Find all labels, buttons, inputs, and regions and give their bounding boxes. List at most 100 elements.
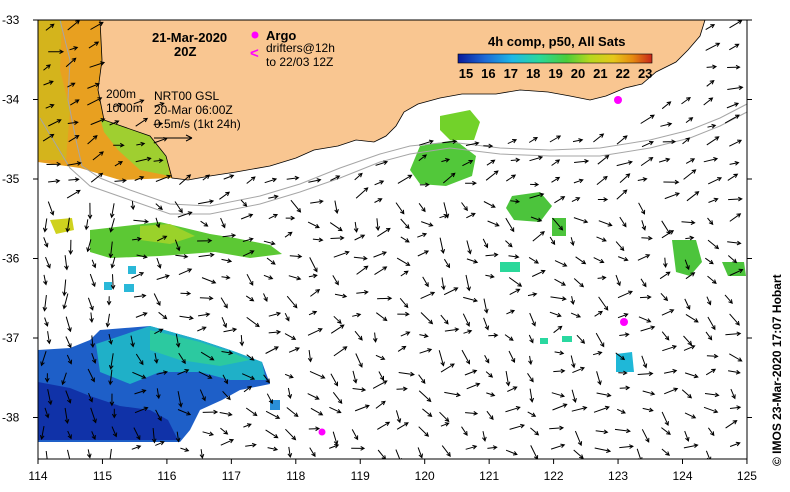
current-vector xyxy=(395,202,405,215)
current-vector xyxy=(507,139,518,145)
x-tick-label: 118 xyxy=(286,469,305,483)
current-vector xyxy=(268,213,279,220)
current-vector xyxy=(661,230,675,239)
current-vector xyxy=(683,345,696,351)
current-vector xyxy=(399,297,409,309)
current-vector xyxy=(618,370,628,376)
current-vector xyxy=(462,160,474,167)
current-vector xyxy=(243,423,252,428)
current-vector xyxy=(661,309,675,316)
argo-float-123 xyxy=(614,96,622,104)
current-vector xyxy=(663,179,680,185)
current-vector xyxy=(465,274,471,292)
current-vector xyxy=(729,43,740,51)
current-vector xyxy=(132,371,147,379)
legend-tick-label: 19 xyxy=(548,66,562,81)
current-vector xyxy=(47,389,53,406)
current-vector xyxy=(463,329,473,334)
current-vector xyxy=(554,350,565,356)
current-vector xyxy=(109,203,115,219)
current-vector xyxy=(378,371,384,381)
current-vector xyxy=(199,389,206,402)
current-vector xyxy=(108,369,113,386)
current-vector xyxy=(330,235,345,241)
current-vector xyxy=(574,158,590,164)
sst-patch-west-coast-yellow xyxy=(38,20,70,160)
current-vector xyxy=(549,425,565,431)
current-vector xyxy=(421,221,434,227)
current-vector xyxy=(640,278,647,288)
current-vector xyxy=(134,406,149,414)
current-vector xyxy=(461,426,468,436)
current-vector xyxy=(617,313,629,319)
current-vector xyxy=(727,64,741,70)
current-vector xyxy=(46,331,52,345)
current-vector xyxy=(614,428,631,434)
current-vector xyxy=(200,351,215,361)
current-vector xyxy=(113,102,123,108)
current-vector xyxy=(87,135,98,145)
current-vector xyxy=(640,325,656,332)
current-vector xyxy=(529,155,544,162)
current-vector xyxy=(529,312,536,327)
current-vector xyxy=(309,447,316,458)
current-vector xyxy=(685,313,699,323)
current-vector xyxy=(307,350,313,363)
current-vector xyxy=(308,178,322,183)
current-vector xyxy=(219,411,233,417)
current-vector xyxy=(554,260,568,267)
current-vector xyxy=(89,312,94,323)
current-vector xyxy=(461,349,471,365)
current-vector xyxy=(375,218,381,232)
current-vector xyxy=(398,371,415,377)
current-vector xyxy=(245,442,257,448)
current-vector xyxy=(616,135,628,145)
x-tick-label: 114 xyxy=(28,469,47,483)
current-vector xyxy=(135,156,152,163)
current-vector xyxy=(219,191,231,200)
current-vector xyxy=(180,447,190,452)
current-vector xyxy=(639,294,652,300)
current-vector xyxy=(288,275,302,281)
isobath-1000 xyxy=(39,111,747,215)
current-vector xyxy=(464,369,478,376)
current-vector xyxy=(202,409,219,415)
x-tick-label: 122 xyxy=(544,469,564,483)
current-vector xyxy=(374,180,385,186)
current-vector xyxy=(330,175,341,181)
current-vector xyxy=(597,154,610,165)
current-vector xyxy=(418,203,426,213)
current-vector xyxy=(619,385,631,391)
sst-patch-green-122-1 xyxy=(552,218,566,236)
current-vector xyxy=(68,135,80,143)
current-vector xyxy=(641,220,647,231)
current-vector xyxy=(43,274,48,286)
current-vector xyxy=(615,241,625,252)
current-vector xyxy=(354,234,366,241)
current-vector xyxy=(729,213,742,222)
current-vector xyxy=(284,312,290,322)
argo-markers xyxy=(318,96,628,436)
current-vector xyxy=(575,256,587,265)
current-vector xyxy=(619,173,631,183)
current-vector xyxy=(332,275,339,286)
current-vector xyxy=(132,236,142,242)
current-vector xyxy=(703,97,714,106)
current-vector xyxy=(354,330,363,341)
current-vector xyxy=(220,427,229,435)
current-vector xyxy=(263,293,268,302)
current-vector xyxy=(153,293,161,307)
current-vector xyxy=(308,273,318,279)
current-vector xyxy=(418,390,432,403)
current-vector xyxy=(637,371,654,377)
current-vector xyxy=(593,133,605,143)
current-vector xyxy=(45,256,51,269)
current-vector xyxy=(356,265,369,275)
legend-title: 4h comp, p50, All Sats xyxy=(488,34,626,49)
current-vector xyxy=(400,331,411,337)
current-vector xyxy=(466,258,479,264)
current-vector xyxy=(466,240,472,255)
current-vector xyxy=(136,141,146,147)
current-vector xyxy=(84,219,89,231)
